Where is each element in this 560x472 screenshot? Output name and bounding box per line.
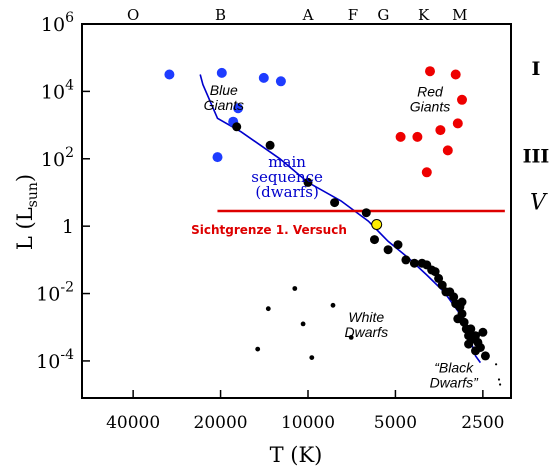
spectral-class-label: M [452, 6, 467, 24]
star-point-blue-giants [212, 152, 223, 163]
spectral-class-label: F [348, 6, 358, 24]
y-tick-label: 1 [62, 216, 74, 238]
y-axis-title-main: L (L [13, 207, 37, 250]
star-point-main-sequence [466, 324, 476, 334]
annotation-main-sequence: main sequence (dwarfs) [251, 153, 323, 201]
star-point-main-sequence [370, 235, 379, 245]
star-point-main-sequence [330, 198, 340, 208]
spectral-class-label: K [418, 6, 430, 24]
annotation-white-dwarfs: White Dwarfs [345, 309, 389, 340]
star-point-main-sequence [303, 177, 313, 187]
annotation-black-dwarfs: “Black Dwarfs” [430, 360, 480, 391]
x-tick-label: 10000 [281, 413, 335, 433]
star-point-red-giants [395, 131, 406, 142]
plot-frame [81, 23, 512, 399]
star-point-white-dwarfs [300, 321, 306, 327]
y-axis-title: L (Lsun) [13, 174, 41, 250]
star-point-white-dwarfs [265, 306, 271, 312]
luminosity-class-label: V [530, 191, 548, 216]
star-point-black-dwarfs [499, 383, 502, 386]
star-point-main-sequence [393, 240, 403, 250]
star-point-main-sequence [478, 327, 488, 337]
star-point-main-sequence [480, 351, 490, 361]
x-tick-label: 40000 [106, 413, 160, 433]
star-point-main-sequence [265, 140, 275, 150]
star-point-main-sequence [475, 343, 485, 352]
star-point-red-giants [435, 125, 446, 136]
star-point-black-dwarfs [495, 363, 498, 366]
luminosity-class-label: III [523, 145, 550, 167]
annotation-blue-giants: Blue Giants [204, 82, 244, 113]
star-point-blue-giants [216, 67, 227, 78]
star-point-blue-giants [275, 76, 286, 87]
star-point-white-dwarfs [330, 302, 336, 308]
y-tick-label: 106 [41, 10, 74, 36]
star-point-main-sequence [471, 331, 480, 341]
star-point-blue-giants [233, 103, 244, 114]
star-point-main-sequence [464, 339, 474, 349]
y-axis-title-sub: sun [25, 182, 41, 207]
star-point-main-sequence [449, 292, 459, 302]
spectral-class-label: O [127, 6, 139, 24]
star-point-main-sequence [361, 208, 371, 218]
star-point-blue-giants [258, 72, 269, 83]
star-point-main-sequence [453, 314, 463, 324]
spectral-class-label: G [377, 6, 389, 24]
x-tick-label: 20000 [194, 413, 248, 433]
visibility-limit-label: Sichtgrenze 1. Versuch [191, 223, 347, 237]
star-point-white-dwarfs [292, 286, 298, 291]
star-point-red-giants [452, 118, 463, 129]
star-point-red-giants [450, 69, 461, 80]
y-tick-label: 104 [41, 77, 74, 103]
star-point-red-giants [425, 66, 435, 77]
spectral-class-label: B [215, 6, 226, 24]
main-sequence-curve [199, 74, 482, 364]
star-point-main-sequence [430, 267, 440, 277]
y-tick-label: 102 [41, 145, 74, 171]
star-point-main-sequence [401, 255, 411, 265]
spectral-class-label: A [302, 6, 314, 24]
star-point-white-dwarfs [348, 335, 354, 340]
star-point-red-giants [421, 167, 432, 178]
star-point-sun [371, 219, 383, 230]
x-tick-label: 5000 [374, 413, 417, 433]
star-point-red-giants [442, 145, 453, 156]
star-point-white-dwarfs [255, 346, 261, 352]
star-point-main-sequence [457, 297, 467, 307]
star-point-main-sequence [437, 280, 447, 290]
luminosity-class-label: I [532, 58, 541, 80]
x-tick-label: 2500 [461, 413, 504, 433]
star-point-main-sequence [383, 245, 393, 255]
annotation-red-giants: Red Giants [410, 83, 450, 114]
star-point-black-dwarfs [497, 378, 501, 381]
star-point-blue-giants [164, 69, 175, 80]
star-point-white-dwarfs [309, 355, 315, 360]
star-point-main-sequence [434, 273, 444, 283]
star-point-red-giants [457, 94, 467, 105]
y-tick-label: 10-4 [36, 347, 74, 373]
star-point-main-sequence [232, 122, 242, 132]
star-point-red-giants [412, 131, 423, 142]
y-tick-label: 10-2 [36, 280, 74, 306]
star-point-main-sequence [409, 258, 419, 268]
y-axis-title-close: ) [13, 174, 37, 182]
x-axis-title: T (K) [270, 443, 323, 467]
